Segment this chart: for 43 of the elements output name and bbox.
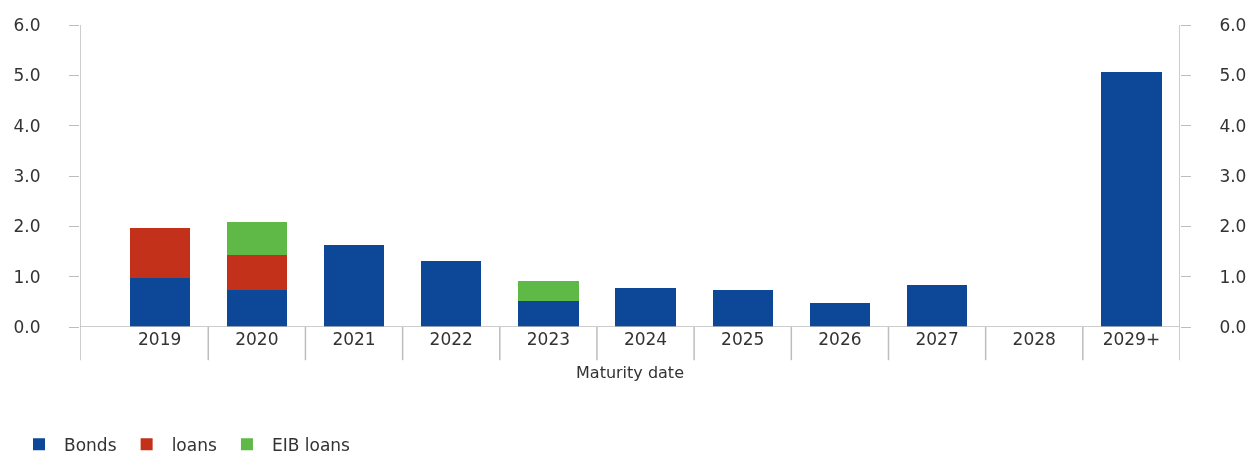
y2-tick-label: 3.0 (1219, 165, 1247, 186)
y-tick-label: 2.0 (13, 216, 41, 237)
y-tick-label: 4.0 (13, 115, 41, 136)
x-tick-label: 2020 (235, 329, 279, 349)
x-tick-label: 2026 (818, 329, 862, 349)
y-tick-label: 1.0 (13, 266, 41, 287)
bar (1101, 71, 1162, 327)
x-tick-label: 2022 (429, 329, 473, 349)
bar (809, 302, 871, 327)
y2-tick-label: 4.0 (1219, 115, 1247, 136)
legend-label: Bonds (64, 434, 117, 455)
bar (518, 300, 579, 327)
y-tick-label: 5.0 (13, 65, 41, 86)
bar (226, 290, 287, 327)
x-tick-label: 2029+ (1102, 329, 1161, 349)
bar (129, 278, 190, 327)
x-tick-label: 2023 (526, 329, 570, 349)
bar (129, 227, 190, 279)
bar (615, 287, 676, 327)
bar (226, 222, 287, 256)
bar (226, 255, 287, 291)
y2-tick-label: 1.0 (1219, 266, 1247, 287)
x-tick-label: 2027 (915, 329, 959, 349)
bar (323, 244, 385, 327)
y2-tick-label: 0.0 (1219, 316, 1247, 337)
bar (712, 289, 773, 327)
y-tick-label: 3.0 (13, 165, 41, 186)
bar (421, 261, 482, 327)
bar (518, 281, 579, 301)
y2-tick-label: 6.0 (1219, 14, 1247, 35)
x-tick-label: 2019 (138, 329, 182, 349)
x-tick-label: 2024 (623, 329, 668, 349)
legend-label: EIB loans (271, 434, 351, 455)
y2-tick-label: 5.0 (1219, 65, 1247, 86)
x-axis-title: Maturity date (576, 362, 684, 382)
x-tick-label: 2025 (721, 329, 765, 349)
bar (906, 284, 968, 327)
y-tick-label: 6.0 (13, 14, 41, 35)
x-tick-label: 2021 (332, 329, 376, 349)
legend-label: loans (171, 434, 217, 455)
x-tick-label: 2028 (1012, 329, 1056, 349)
y2-tick-label: 2.0 (1219, 216, 1247, 237)
y-tick-label: 0.0 (13, 316, 41, 337)
